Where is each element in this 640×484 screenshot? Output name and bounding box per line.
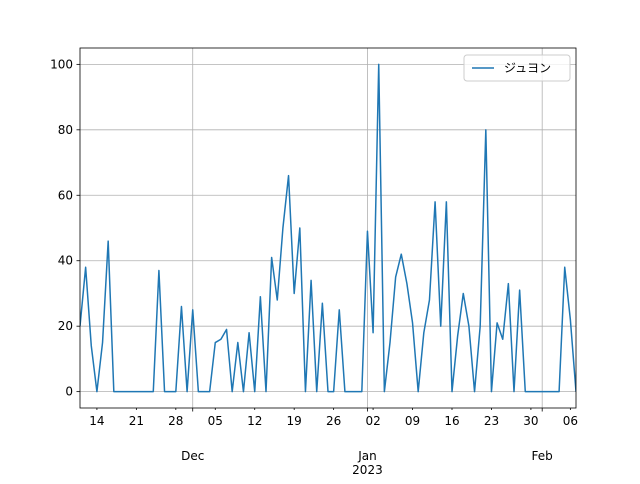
x-tick-label: 16: [444, 414, 459, 428]
x-tick-label: 06: [563, 414, 578, 428]
plot-frame: [79, 47, 577, 409]
line-series: [80, 63, 576, 393]
x-major-tick-label: Jan 2023: [352, 449, 383, 477]
x-tick-label: 12: [247, 414, 262, 428]
x-major-tick-label: Feb: [532, 449, 553, 463]
x-major-tick-label: Dec: [181, 449, 204, 463]
y-tick-label: 60: [58, 188, 73, 202]
x-tick-label: 05: [208, 414, 223, 428]
x-tick-label: 28: [168, 414, 183, 428]
x-tick-label: 19: [287, 414, 302, 428]
x-tick-label: 09: [405, 414, 420, 428]
x-tick-label: 14: [89, 414, 104, 428]
y-tick-label: 80: [58, 123, 73, 137]
x-tick-label: 21: [129, 414, 144, 428]
y-tick-label: 0: [65, 385, 73, 399]
y-tick-label: 40: [58, 254, 73, 268]
x-tick-label: 02: [365, 414, 380, 428]
legend-label: ジュヨン: [504, 61, 551, 75]
x-tick-label: 30: [523, 414, 538, 428]
legend-box: [463, 54, 571, 82]
x-tick-label: 23: [484, 414, 499, 428]
y-tick-label: 20: [58, 319, 73, 333]
x-tick-label: 26: [326, 414, 341, 428]
y-tick-label: 100: [50, 57, 73, 71]
